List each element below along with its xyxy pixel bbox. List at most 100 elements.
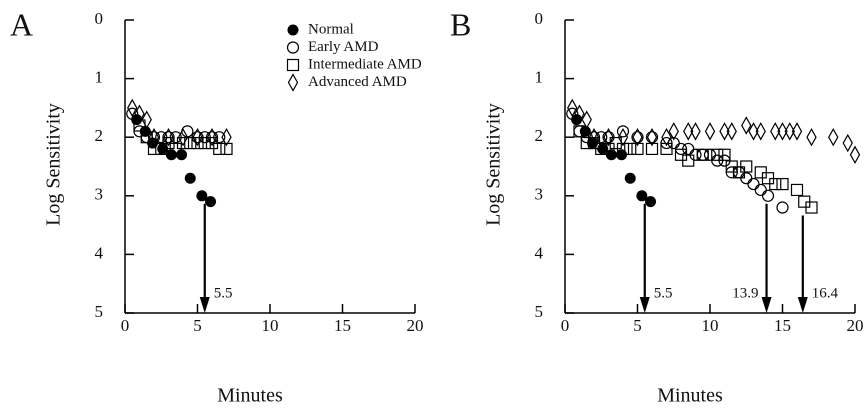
point bbox=[703, 148, 717, 161]
point bbox=[624, 172, 636, 184]
point bbox=[790, 183, 804, 197]
point bbox=[574, 104, 585, 123]
point bbox=[645, 131, 659, 144]
point bbox=[696, 148, 709, 161]
point bbox=[624, 142, 637, 156]
point bbox=[645, 142, 659, 156]
panel-letter: B bbox=[450, 6, 471, 42]
point bbox=[191, 136, 204, 150]
x-tick-label: 15 bbox=[774, 316, 791, 335]
point bbox=[683, 122, 694, 141]
point bbox=[163, 127, 174, 147]
y-tick-label: 2 bbox=[95, 126, 104, 145]
point bbox=[636, 190, 648, 202]
point bbox=[805, 201, 818, 214]
point bbox=[726, 122, 737, 141]
point bbox=[791, 122, 803, 141]
legend-marker bbox=[287, 24, 299, 36]
point bbox=[777, 122, 788, 141]
y-tick-label: 4 bbox=[535, 243, 544, 262]
point bbox=[192, 127, 203, 147]
y-tick-label: 3 bbox=[535, 185, 544, 204]
point bbox=[719, 122, 730, 141]
arrow-head bbox=[797, 297, 808, 313]
point bbox=[588, 127, 600, 147]
point bbox=[205, 196, 217, 208]
legend-label: Intermediate AMD bbox=[308, 56, 422, 72]
point bbox=[769, 177, 782, 191]
point bbox=[842, 133, 853, 153]
legend-label: Normal bbox=[308, 21, 354, 37]
point bbox=[668, 122, 679, 141]
x-axis-label: Minutes bbox=[657, 385, 723, 407]
point bbox=[206, 127, 218, 147]
x-tick-label: 15 bbox=[334, 316, 351, 335]
point bbox=[141, 110, 152, 129]
point bbox=[631, 142, 644, 156]
legend-marker bbox=[286, 41, 300, 54]
point bbox=[718, 148, 731, 161]
point bbox=[603, 127, 614, 147]
legend-marker bbox=[286, 58, 300, 72]
x-tick-label: 10 bbox=[702, 316, 719, 335]
point bbox=[645, 196, 657, 208]
point bbox=[221, 127, 232, 147]
point bbox=[776, 177, 789, 191]
point bbox=[711, 148, 724, 161]
x-tick-label: 20 bbox=[847, 316, 864, 335]
y-tick-label: 0 bbox=[95, 9, 104, 28]
point bbox=[740, 160, 753, 173]
point bbox=[806, 127, 817, 147]
x-tick-label: 0 bbox=[561, 316, 570, 335]
x-tick-label: 0 bbox=[121, 316, 130, 335]
arrow-head bbox=[761, 297, 772, 313]
point bbox=[849, 145, 861, 165]
point bbox=[616, 125, 630, 138]
arrow-head bbox=[199, 297, 210, 313]
point bbox=[661, 127, 672, 147]
point bbox=[147, 131, 161, 144]
point bbox=[755, 122, 766, 141]
y-tick-label: 2 bbox=[535, 126, 544, 145]
x-tick-label: 20 bbox=[407, 316, 424, 335]
point bbox=[127, 98, 138, 118]
y-axis-label: Log Sensitivity bbox=[43, 103, 65, 226]
point bbox=[770, 122, 781, 141]
arrow-label: 5.5 bbox=[654, 285, 673, 301]
point bbox=[140, 131, 153, 144]
point bbox=[617, 127, 629, 147]
y-tick-label: 1 bbox=[535, 68, 544, 87]
point bbox=[196, 190, 208, 202]
point bbox=[181, 125, 194, 138]
point bbox=[616, 142, 630, 156]
point bbox=[126, 107, 139, 120]
point bbox=[776, 201, 789, 214]
arrow-label: 16.4 bbox=[812, 285, 839, 301]
y-tick-label: 5 bbox=[95, 302, 104, 321]
x-tick-label: 5 bbox=[633, 316, 642, 335]
y-tick-label: 1 bbox=[95, 68, 104, 87]
x-tick-label: 5 bbox=[193, 316, 202, 335]
point bbox=[828, 127, 839, 147]
y-tick-label: 3 bbox=[95, 185, 104, 204]
point bbox=[220, 142, 233, 156]
point bbox=[784, 122, 795, 141]
point bbox=[690, 122, 701, 141]
y-tick-label: 5 bbox=[535, 302, 544, 321]
panel-letter: A bbox=[10, 6, 33, 42]
point bbox=[595, 142, 608, 156]
point bbox=[134, 104, 145, 123]
arrow-head bbox=[639, 297, 650, 313]
legend-marker bbox=[287, 73, 299, 92]
point bbox=[631, 131, 644, 144]
point bbox=[176, 136, 190, 150]
point bbox=[660, 142, 673, 156]
point bbox=[748, 122, 759, 141]
point bbox=[632, 127, 643, 147]
point bbox=[147, 142, 161, 156]
point bbox=[754, 183, 767, 197]
point bbox=[148, 127, 160, 147]
arrow-label: 5.5 bbox=[214, 285, 233, 301]
point bbox=[177, 127, 189, 147]
